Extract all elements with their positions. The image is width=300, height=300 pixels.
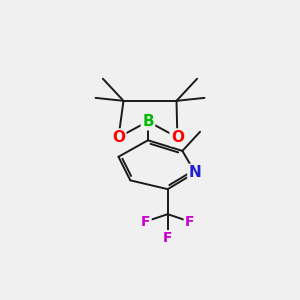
Text: N: N bbox=[189, 165, 201, 180]
Text: F: F bbox=[185, 214, 194, 229]
Text: O: O bbox=[171, 130, 184, 145]
Text: O: O bbox=[112, 130, 125, 145]
Text: B: B bbox=[142, 114, 154, 129]
Text: F: F bbox=[163, 231, 172, 245]
Text: F: F bbox=[141, 214, 150, 229]
